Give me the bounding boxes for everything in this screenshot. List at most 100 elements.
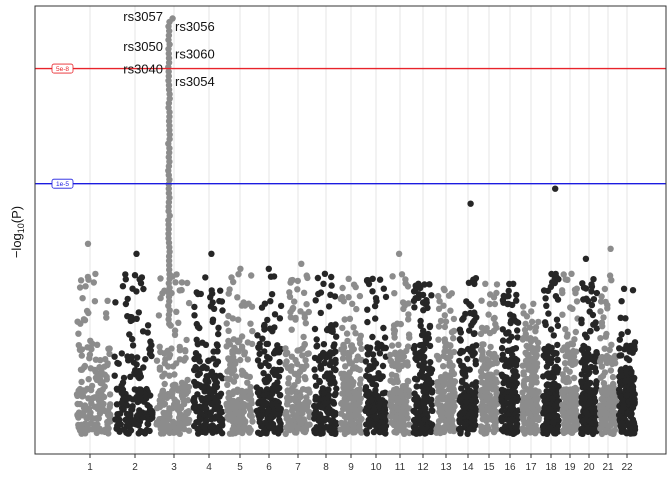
chr-4-point [206,372,214,379]
chr-5-point [227,361,234,369]
chr-1-point [105,345,112,352]
chr-11-point [387,351,394,359]
x-tick-label-chr-3: 3 [171,462,177,473]
chr-6-point [276,358,283,366]
chr-19-point [563,425,570,433]
chr-11-point [393,375,400,383]
chr-2-point [111,372,118,379]
chr-9-point [353,356,360,364]
chr-14-point [471,394,479,401]
chr-16-point [499,337,507,344]
chr-7-points [282,260,314,438]
chr-13-point [441,323,449,331]
chr-3-signal-point [165,59,173,66]
chr-19-peak-point [568,270,575,277]
chr-2-point [115,418,122,426]
chr-6-point [265,407,272,414]
chr-5-point [241,351,248,358]
x-tick-label-chr-13: 13 [440,462,452,473]
chr-6-point [257,362,264,369]
chr-21-point [600,380,608,387]
chr-2-point [114,386,121,393]
chr-7-point [294,277,301,285]
chr-1-points [73,240,114,437]
chr-7-point [295,404,302,412]
chr-13-point [436,298,443,305]
y-axis-label-subscript: 10 [16,223,26,233]
chr-12-point [428,389,436,396]
chr-17-peak-point [530,300,537,307]
chr-9-point [339,355,347,362]
chr-6-point [271,371,279,378]
chr-22-point [616,336,623,343]
chr-18-point [553,365,560,373]
chr-1-point [81,317,89,324]
chr-3-point [182,354,189,362]
chr-8-point [317,309,324,317]
chr-18-point [541,345,548,353]
point-layer [73,15,639,438]
chr-3-point [157,294,164,302]
chr-18-point [543,371,551,378]
chr-5-point [234,294,241,301]
chr-2-point [142,356,149,363]
chr-8-point [311,325,319,333]
chr-22-point [618,331,625,338]
chr-20-point [578,319,585,327]
chr-9-point [351,429,358,436]
chr-16-point [511,383,519,390]
chr-1-point [79,393,86,400]
chr-3-point [170,420,177,427]
chr-14-point [466,327,473,334]
chr-16-point [514,319,522,326]
chr-5-point [229,426,236,433]
chr-19-point [567,409,575,416]
chr-20-point [582,416,589,423]
chr-20-point [590,276,597,283]
chr-10-point [370,406,378,413]
chr-4-point [191,422,198,430]
chr-19-point [564,331,571,338]
chr-15-point [493,354,500,361]
chr-8-point [319,353,326,360]
chr-17-point [520,412,527,419]
chr-8-point [312,297,319,304]
chr-10-point [379,362,387,370]
chr-15-point [477,368,485,375]
chr-12-points [410,280,436,437]
chr-22-point [628,369,635,377]
chr-1-point [93,404,101,411]
chr-5-point [240,408,247,415]
chr-12-point [411,342,418,350]
chr-15-point [478,324,486,331]
chr-18-point [550,374,557,381]
chr-15-point [478,297,485,304]
chr-18-point [542,295,549,302]
chr-9-point [348,348,355,355]
chr-22-point [622,315,629,322]
chr-20-point [587,328,594,335]
chr-12-point [428,292,435,299]
chr-21-point [603,359,610,366]
chr-22-points [615,285,639,437]
chr-12-point [413,383,420,390]
chr-6-point [268,400,276,408]
chr-15-point [478,428,485,435]
chr-20-point [588,283,596,290]
chr-7-point [299,345,306,352]
chr-6-point [254,357,262,364]
chr-18-point [543,419,550,426]
chr-1-point [92,368,99,375]
chr-10-point [379,390,387,397]
plot-frame [34,5,667,455]
chr-8-point [313,343,320,350]
chr-14-point [459,316,466,323]
chr-3-signal-point [165,230,172,237]
chr-1-point [89,340,96,347]
chr-22-point [629,430,636,437]
chr-5-point [231,405,238,412]
chr-22-point [618,298,625,305]
chr-22-point [622,378,629,385]
chr-1-point [85,395,92,402]
chr-2-point [122,276,129,283]
